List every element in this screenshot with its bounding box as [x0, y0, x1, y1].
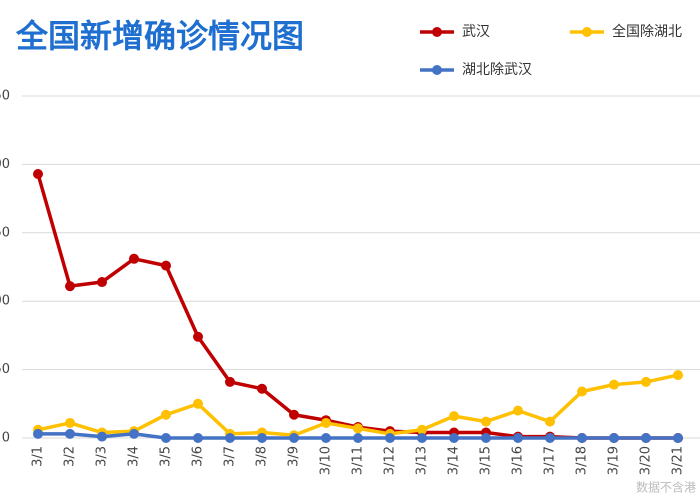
x-tick-label: 3/17: [543, 446, 558, 475]
data-point: [545, 433, 555, 443]
data-point: [193, 433, 203, 443]
x-tick-label: 3/3: [95, 446, 110, 467]
data-point: [481, 416, 491, 427]
data-point: [129, 253, 139, 264]
x-tick-label: 3/12: [383, 446, 398, 475]
data-point: [97, 431, 107, 442]
data-point: [609, 433, 619, 443]
data-point: [65, 417, 75, 428]
data-point: [673, 433, 683, 443]
x-tick-label: 3/4: [127, 446, 142, 467]
legend-marker: [582, 27, 592, 37]
data-point: [129, 428, 139, 439]
chart-title: 全国新增确诊情况图: [15, 17, 304, 55]
x-tick-label: 3/21: [671, 446, 686, 475]
data-point: [161, 260, 171, 271]
data-point: [65, 428, 75, 439]
data-point: [673, 370, 683, 381]
x-tick-label: 3/2: [63, 446, 78, 467]
y-tick-label: 0: [2, 431, 10, 446]
x-tick-label: 3/5: [159, 446, 174, 467]
data-point: [577, 433, 587, 443]
legend-marker: [432, 27, 442, 37]
data-point: [641, 433, 651, 443]
data-point: [641, 376, 651, 387]
y-tick-label: 250: [0, 89, 10, 104]
data-point: [289, 409, 299, 420]
data-point: [385, 433, 395, 443]
data-point: [513, 405, 523, 416]
legend-label: 全国除湖北: [612, 23, 682, 40]
legend-marker: [432, 65, 442, 75]
data-point: [449, 411, 459, 422]
data-point: [65, 281, 75, 292]
x-tick-label: 3/15: [479, 446, 494, 475]
data-point: [33, 428, 43, 439]
x-tick-label: 3/16: [511, 446, 526, 475]
data-point: [321, 433, 331, 443]
data-point: [321, 417, 331, 428]
data-point: [225, 433, 235, 443]
data-point: [577, 386, 587, 397]
data-point: [353, 423, 363, 434]
data-point: [417, 424, 427, 435]
data-point: [545, 416, 555, 427]
data-point: [257, 383, 267, 394]
data-point: [609, 379, 619, 390]
legend-label: 武汉: [462, 24, 490, 40]
data-point: [97, 277, 107, 288]
x-tick-label: 3/14: [447, 446, 462, 475]
x-tick-label: 3/9: [287, 446, 302, 467]
x-tick-label: 3/19: [607, 446, 622, 475]
watermark: 数据不含港: [636, 480, 696, 495]
y-tick-label: 150: [0, 225, 10, 240]
data-point: [161, 433, 171, 443]
y-tick-label: 50: [0, 362, 10, 377]
x-tick-label: 3/10: [319, 446, 334, 475]
x-tick-label: 3/8: [255, 446, 270, 467]
x-tick-label: 3/1: [31, 446, 46, 467]
data-point: [33, 168, 43, 179]
x-tick-label: 3/20: [639, 446, 654, 475]
data-point: [289, 433, 299, 443]
y-tick-label: 100: [0, 294, 10, 309]
data-point: [225, 376, 235, 387]
data-point: [481, 433, 491, 443]
x-tick-label: 3/11: [351, 446, 366, 475]
legend-label: 湖北除武汉: [462, 62, 532, 78]
x-tick-label: 3/7: [223, 446, 238, 467]
data-point: [513, 433, 523, 443]
data-point: [193, 398, 203, 409]
data-point: [449, 433, 459, 443]
data-point: [353, 433, 363, 443]
y-tick-label: 200: [0, 157, 10, 172]
data-point: [193, 331, 203, 342]
x-tick-label: 3/18: [575, 446, 590, 475]
data-point: [257, 433, 267, 443]
data-point: [161, 409, 171, 420]
x-tick-label: 3/13: [415, 446, 430, 475]
data-point: [417, 433, 427, 443]
x-tick-label: 3/6: [191, 446, 206, 467]
